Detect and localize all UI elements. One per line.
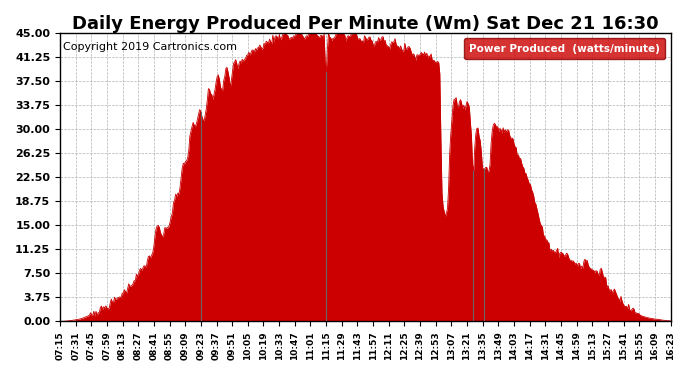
Text: Copyright 2019 Cartronics.com: Copyright 2019 Cartronics.com [63, 42, 237, 52]
Title: Daily Energy Produced Per Minute (Wm) Sat Dec 21 16:30: Daily Energy Produced Per Minute (Wm) Sa… [72, 15, 658, 33]
Legend: Power Produced  (watts/minute): Power Produced (watts/minute) [464, 38, 665, 59]
